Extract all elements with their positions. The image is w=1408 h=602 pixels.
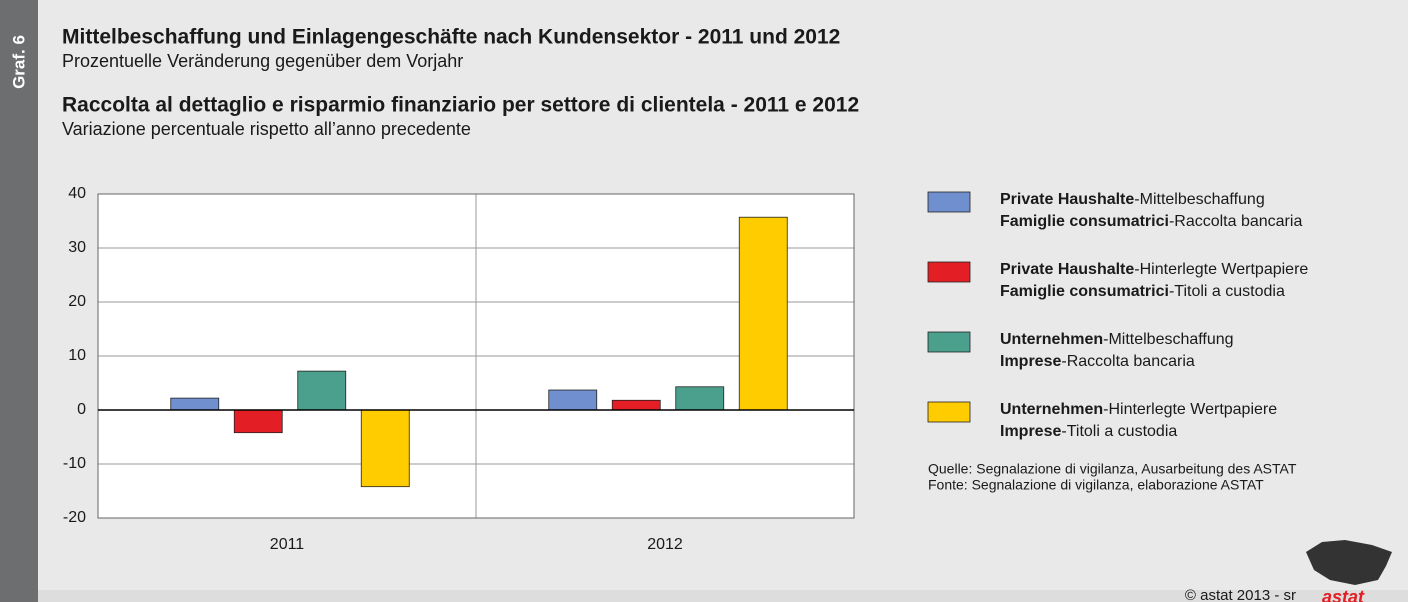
y-tick-label: 0 xyxy=(77,401,86,418)
legend-label: Famiglie consumatrici-Titoli a custodia xyxy=(1000,283,1285,300)
bar xyxy=(170,397,220,411)
legend-label-bold: Unternehmen xyxy=(1000,331,1103,348)
legend-label-text: -Mittelbeschaffung xyxy=(1103,331,1233,348)
legend-label: Famiglie consumatrici-Raccolta bancaria xyxy=(1000,213,1302,230)
legend-label-bold: Imprese xyxy=(1000,423,1061,440)
legend-label-bold: Famiglie consumatrici xyxy=(1000,283,1169,300)
legend-label-text: -Raccolta bancaria xyxy=(1169,213,1303,230)
bar xyxy=(360,409,410,488)
legend-swatch xyxy=(927,331,971,353)
x-tick-label: 2012 xyxy=(647,536,683,553)
chart-subtitle: Prozentuelle Veränderung gegenüber dem V… xyxy=(62,51,463,71)
bar xyxy=(233,409,283,434)
footer-strip xyxy=(38,590,1408,602)
legend-swatch xyxy=(927,261,971,283)
y-tick-label: 30 xyxy=(68,239,86,256)
y-tick-label: 10 xyxy=(68,347,86,364)
chart-title: Mittelbeschaffung und Einlagengeschäfte … xyxy=(62,26,840,49)
legend-label-text: -Hinterlegte Wertpapiere xyxy=(1134,261,1308,278)
legend-label-text: -Hinterlegte Wertpapiere xyxy=(1103,401,1277,418)
legend-label-bold: Imprese xyxy=(1000,353,1061,370)
bar xyxy=(297,370,347,411)
legend-label: Imprese-Raccolta bancaria xyxy=(1000,353,1195,370)
plot-border xyxy=(97,193,855,519)
source: Quelle: Segnalazione di vigilanza, Ausar… xyxy=(928,461,1297,477)
legend-label-bold: Private Haushalte xyxy=(1000,191,1134,208)
y-tick-label: -10 xyxy=(63,455,86,472)
credit: © astat 2013 - sr xyxy=(1185,587,1296,602)
legend-label: Imprese-Titoli a custodia xyxy=(1000,423,1177,440)
logo-shape xyxy=(1306,540,1392,585)
legend-swatch xyxy=(927,191,971,213)
bar xyxy=(738,216,788,411)
chart-subtitle-2: Variazione percentuale rispetto all’anno… xyxy=(62,119,471,139)
legend-label: Private Haushalte-Mittelbeschaffung xyxy=(1000,191,1265,208)
legend-label-bold: Unternehmen xyxy=(1000,401,1103,418)
y-tick-label: -20 xyxy=(63,509,86,526)
legend-label-text: -Titoli a custodia xyxy=(1061,423,1177,440)
logo-text: astat xyxy=(1322,587,1365,602)
legend-label-text: -Raccolta bancaria xyxy=(1061,353,1195,370)
source: Fonte: Segnalazione di vigilanza, elabor… xyxy=(928,477,1264,493)
legend-label: Private Haushalte-Hinterlegte Wertpapier… xyxy=(1000,261,1308,278)
legend-label-text: -Mittelbeschaffung xyxy=(1134,191,1264,208)
legend-label-bold: Famiglie consumatrici xyxy=(1000,213,1169,230)
side-strip xyxy=(0,0,38,602)
bar xyxy=(548,389,598,411)
legend-label: Unternehmen-Hinterlegte Wertpapiere xyxy=(1000,401,1277,418)
bar xyxy=(611,399,661,411)
legend-swatch xyxy=(927,401,971,423)
graph-label: Graf. 6 xyxy=(9,35,28,89)
bar xyxy=(675,386,725,411)
y-tick-label: 20 xyxy=(68,293,86,310)
legend-label-text: -Titoli a custodia xyxy=(1169,283,1285,300)
legend-label-bold: Private Haushalte xyxy=(1000,261,1134,278)
chart-title-2: Raccolta al dettaglio e risparmio finanz… xyxy=(62,94,859,117)
logo-map xyxy=(1306,540,1392,585)
x-tick-label: 2011 xyxy=(270,536,305,553)
y-tick-label: 40 xyxy=(68,185,86,202)
legend-label: Unternehmen-Mittelbeschaffung xyxy=(1000,331,1234,348)
